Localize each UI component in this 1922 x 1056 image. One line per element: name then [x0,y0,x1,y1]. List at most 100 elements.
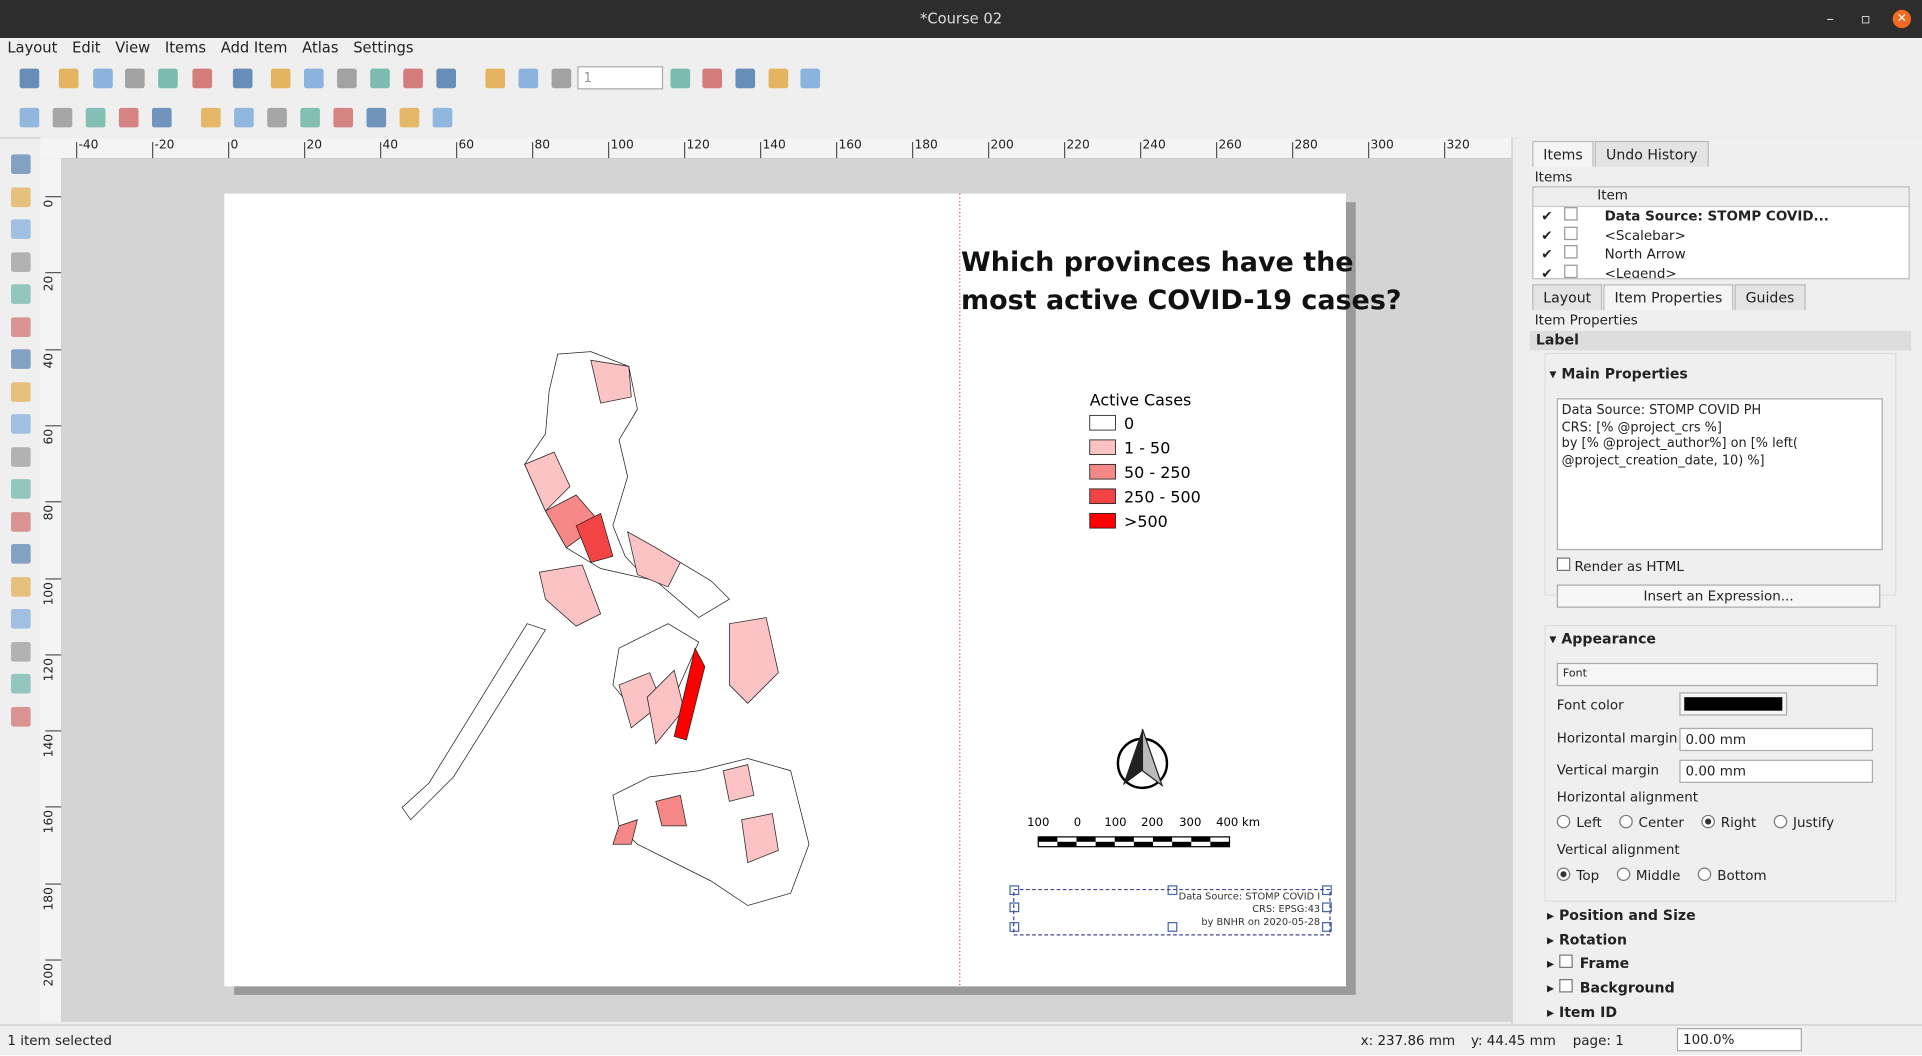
tool-button[interactable] [11,219,31,239]
radio-option[interactable]: Top [1556,867,1599,883]
ruler-tick [45,577,62,579]
toolbar-button[interactable] [151,107,172,128]
font-color-button[interactable] [1679,692,1788,716]
insert-expression-button[interactable]: Insert an Expression... [1556,584,1881,608]
collapsed-section[interactable]: ▸ Background [1547,979,1902,1003]
tool-button[interactable] [11,608,31,629]
tool-button[interactable] [11,251,31,272]
toolbar-button[interactable] [118,107,139,128]
toolbar-button[interactable] [337,68,357,89]
collapsed-section[interactable]: ▸ Item ID [1547,1003,1902,1027]
toolbar-button[interactable] [768,68,789,89]
panel-tab[interactable]: Item Properties [1603,284,1734,311]
radio-option[interactable]: Center [1618,814,1684,831]
toolbar-button[interactable] [436,68,456,89]
menu-item[interactable]: Add Item [220,39,288,57]
toolbar-button[interactable] [52,107,73,128]
toolbar-button[interactable] [201,107,221,128]
label-text-editor[interactable]: Data Source: STOMP COVID PH CRS: [% @pro… [1556,398,1883,551]
toolbar-button[interactable] [192,68,213,89]
item-row[interactable]: ✔ <Scalebar> [1533,226,1908,245]
toolbars: 1 [0,61,1922,139]
tool-button[interactable] [11,706,31,726]
tool-button[interactable] [11,414,31,434]
map-title: Which provinces have the [961,247,1354,278]
panel-tab[interactable]: Layout [1532,284,1603,311]
collapsed-section[interactable]: ▸ Position and Size [1547,907,1902,931]
tool-button[interactable] [11,284,31,304]
toolbar-button[interactable] [303,68,324,89]
toolbar-button[interactable] [670,68,691,89]
toolbar-button[interactable] [485,68,506,89]
toolbar-button[interactable] [58,68,79,89]
toolbar-button[interactable] [234,107,254,128]
toolbar-button[interactable] [19,68,40,89]
menu-item[interactable]: Settings [353,39,414,57]
toolbar-button[interactable] [735,68,756,89]
toolbar-button[interactable] [551,68,572,89]
tool-button[interactable] [11,511,31,532]
tool-button[interactable] [11,316,31,337]
menu-item[interactable]: Edit [72,39,101,57]
tool-button[interactable] [11,154,31,174]
layout-items: Which provinces have the most active COVI… [961,247,1402,932]
tool-button[interactable] [11,186,31,207]
tool-button[interactable] [11,641,31,662]
toolbar-button[interactable] [702,68,722,89]
radio-option[interactable]: Middle [1616,867,1680,883]
close[interactable]: ✕ [1892,9,1912,29]
radio-option[interactable]: Left [1556,814,1602,831]
toolbar-button[interactable] [270,68,291,89]
item-row[interactable]: ✔ <Legend> [1533,264,1908,278]
toolbar-button[interactable] [403,68,423,89]
toolbar-button[interactable] [158,68,178,89]
selection-handle[interactable] [1167,922,1178,932]
menu-item[interactable]: Layout [7,39,58,57]
toolbar-button[interactable] [370,68,390,89]
v-margin-field[interactable]: 0.00 mm [1679,759,1874,783]
toolbar-button[interactable] [267,107,287,128]
toolbar-button[interactable] [333,107,354,128]
tool-button[interactable] [11,479,31,499]
panel-tab[interactable]: Items [1532,140,1594,167]
tool-button[interactable] [11,544,31,564]
selection-handle[interactable] [1322,902,1332,913]
item-row[interactable]: ✔ North Arrow [1533,245,1908,264]
minimize[interactable]: – [1826,9,1834,27]
page-field[interactable]: 1 [577,66,664,90]
toolbar-button[interactable] [300,107,320,128]
toolbar-button[interactable] [800,68,821,89]
h-align-options: Left Center Right Justify [1556,814,1900,831]
maximize[interactable]: ▫ [1860,9,1871,27]
radio-option[interactable]: Justify [1773,814,1834,831]
collapsed-section[interactable]: ▸ Frame [1547,954,1902,979]
font-button[interactable]: Font [1556,662,1878,687]
toolbar-button[interactable] [125,68,145,89]
toolbar-button[interactable] [366,107,387,128]
collapsed-section[interactable]: ▸ Rotation [1547,931,1902,955]
tool-button[interactable] [11,446,31,467]
h-margin-field[interactable]: 0.00 mm [1679,727,1874,752]
menu-item[interactable]: View [115,39,151,57]
radio-option[interactable]: Bottom [1697,867,1767,883]
render-html[interactable]: Render as HTML [1556,557,1684,575]
radio-option[interactable]: Right [1701,814,1756,831]
menu-item[interactable]: Atlas [302,39,339,57]
toolbar-button[interactable] [399,107,420,128]
toolbar-button[interactable] [232,68,253,89]
toolbar-button[interactable] [19,107,40,128]
zoom-field[interactable]: 100.0% [1676,1028,1802,1052]
toolbar-button[interactable] [518,68,539,89]
tool-button[interactable] [11,349,31,369]
toolbar-button[interactable] [432,107,453,128]
selection-handle[interactable] [1322,922,1332,932]
tool-button[interactable] [11,673,31,694]
panel-tab[interactable]: Guides [1734,284,1806,311]
item-row[interactable]: ✔ Data Source: STOMP COVID... [1533,207,1908,226]
toolbar-button[interactable] [85,107,106,128]
panel-tab[interactable]: Undo History [1594,140,1709,167]
toolbar-button[interactable] [93,68,113,89]
tool-button[interactable] [11,576,31,597]
menu-item[interactable]: Items [164,39,207,57]
tool-button[interactable] [11,381,31,402]
